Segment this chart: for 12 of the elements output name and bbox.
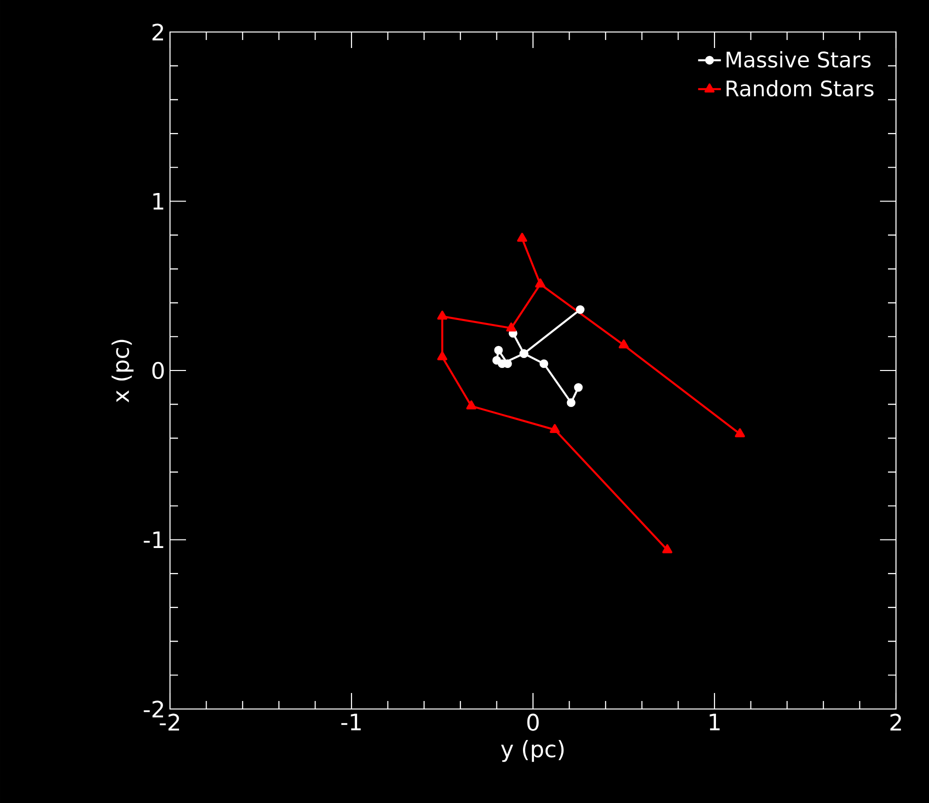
y-tick-label: 2 [152, 24, 164, 40]
x-tick-label: -1 [341, 714, 361, 730]
x-axis-title: y (pc) [501, 740, 564, 762]
x-tick-label: 1 [710, 714, 720, 730]
y-axis-title: x (pc) [112, 340, 134, 402]
legend-label: Random Stars [726, 80, 874, 97]
x-tick-label: 2 [890, 714, 901, 731]
y-tick-label: -1 [144, 531, 164, 548]
y-tick-label: 1 [153, 192, 164, 210]
legend-label: Massive Stars [726, 51, 871, 68]
x-tick-label: 0 [527, 714, 539, 731]
y-tick-label: 0 [152, 362, 164, 380]
